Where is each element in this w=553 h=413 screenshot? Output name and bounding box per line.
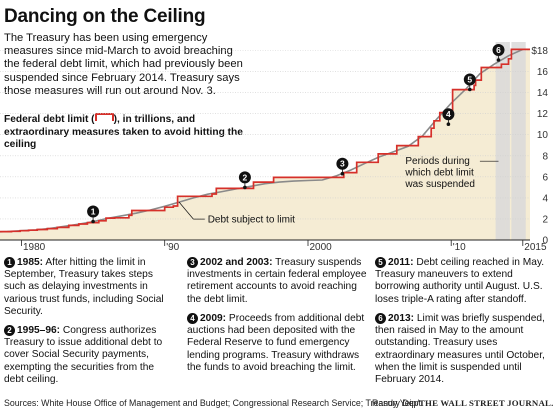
y-tick-label: 4 [542,193,548,204]
note-year: 1985: [17,257,44,268]
note-number: 6 [375,313,386,324]
debt-subject-label: Debt subject to limit [208,215,295,226]
marker-circle [336,157,349,170]
credit-paper: THE WALL STREET JOURNAL. [418,398,553,408]
note-number: 5 [375,257,386,268]
note-number: 4 [187,313,198,324]
suspended-label: was suspended [404,179,475,190]
x-tick-label: 2000 [310,242,333,253]
marker-dot [446,122,451,126]
suspended-label: which debt limit [404,168,474,179]
marker-circle [87,205,100,218]
suspended-period-band [495,42,506,240]
y-tick-label: 0 [542,236,548,247]
marker-number: 2 [243,172,248,182]
note-year: 2013: [388,313,415,324]
legend-prefix: Federal debt limit ( [4,114,95,125]
note-year: 2002 and 2003: [200,257,273,268]
y-tick-label: 12 [537,109,549,120]
y-tick-label: 14 [537,88,549,99]
note-2011: 5 2011: Debt ceiling reached in May. Trea… [375,257,551,306]
credit-author: Randy Yeip/ [372,398,419,408]
note-text: Proceeds from additional debt auctions h… [187,313,365,373]
marker-circle [463,73,476,86]
note-2009: 4 2009: Proceeds from additional debt auc… [187,313,367,374]
note-1995: 2 1995–96: Congress authorizes Treasury t… [4,325,174,386]
x-tick-label: '10 [453,242,466,253]
debt-limit-swatch [94,113,114,121]
marker-circle [492,44,505,56]
note-1985: 1 1985: After hitting the limit in Septem… [4,257,174,318]
note-text: After hitting the limit in September, Tr… [4,257,164,317]
chart-intro: The Treasury has been using emergency me… [4,32,243,97]
marker-dot [468,87,472,92]
marker-circle [442,108,455,121]
legend-suffix: ), in trillions, and extraordinary measu… [4,114,243,150]
note-text: Congress authorizes Treasury to issue ad… [4,325,163,385]
y-tick-label: 2 [542,214,548,225]
note-number: 3 [187,257,198,268]
chart-title: Dancing on the Ceiling [4,6,206,27]
debt-subject-leader [178,201,194,220]
marker-dot [496,58,501,62]
sources-line: Sources: White House Office of Managemen… [4,398,424,408]
legend-note: Federal debt limit (), in trillions, and… [4,113,244,152]
x-tick-label: 1980 [23,242,46,253]
note-2013: 6 2013: Limit was briefly suspended, then… [375,313,551,386]
y-tick-label: $18 [531,46,548,57]
suspended-period-band [505,42,510,240]
y-tick-label: 6 [542,172,548,183]
marker-circle [238,171,251,184]
x-tick-label: 2015 [524,242,547,253]
note-number: 1 [4,257,15,268]
note-text: Treasury suspends investments in certain… [187,257,367,305]
y-tick-label: 16 [537,67,549,78]
marker-dot [91,219,95,224]
y-tick-label: 8 [542,151,548,162]
marker-number: 1 [91,207,96,217]
note-text: Limit was briefly suspended, then raised… [375,313,545,386]
marker-dot [340,171,345,176]
marker-number: 4 [446,109,451,119]
suspended-label: Periods during [405,156,469,167]
marker-number: 6 [496,45,501,55]
note-number: 2 [4,325,15,336]
y-tick-label: 10 [537,130,549,141]
note-year: 1995–96: [17,325,61,336]
credit-line: Randy Yeip/THE WALL STREET JOURNAL. [372,398,553,408]
note-year: 2009: [200,313,227,324]
note-text: Debt ceiling reached in May. Treasury ma… [375,257,545,305]
marker-number: 5 [467,75,472,85]
note-2002: 3 2002 and 2003: Treasury suspends invest… [187,257,367,306]
marker-number: 3 [340,159,345,169]
x-tick-label: '90 [166,242,179,253]
suspended-period-band [511,42,526,240]
marker-dot [243,185,247,190]
note-year: 2011: [388,257,414,268]
debt-limit-area [0,49,530,241]
